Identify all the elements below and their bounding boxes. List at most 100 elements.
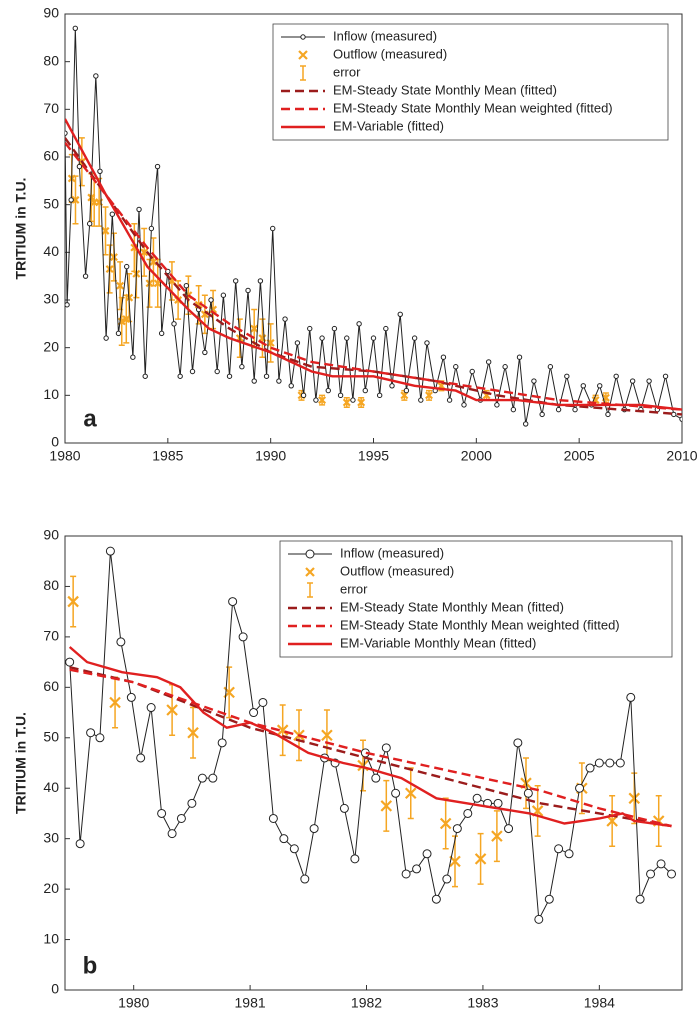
- outflow-marker: [109, 253, 118, 262]
- data-point: [401, 869, 411, 879]
- data-point: [105, 546, 115, 556]
- data-point: [585, 763, 595, 773]
- legend-label: error: [333, 64, 361, 79]
- data-point: [362, 387, 368, 394]
- y-tick-label: 60: [43, 148, 59, 164]
- data-point: [629, 378, 636, 384]
- data-point: [461, 402, 467, 408]
- data-point: [493, 798, 503, 808]
- data-point: [635, 894, 645, 904]
- series-line: [65, 141, 682, 411]
- x-tick-label: 1985: [152, 448, 183, 464]
- data-point: [300, 392, 307, 399]
- data-point: [667, 869, 677, 879]
- data-point: [350, 854, 360, 864]
- y-tick-label: 90: [43, 5, 59, 21]
- legend-swatch: [300, 34, 306, 40]
- data-point: [226, 373, 233, 379]
- x-tick-label: 1995: [358, 448, 389, 464]
- data-point: [76, 163, 83, 170]
- data-point: [115, 330, 122, 337]
- data-point: [93, 73, 99, 79]
- data-point: [453, 364, 459, 370]
- data-point: [391, 788, 401, 798]
- data-point: [177, 373, 183, 379]
- data-point: [370, 335, 377, 341]
- data-point: [319, 335, 325, 341]
- data-point: [424, 340, 430, 346]
- data-point: [282, 316, 288, 322]
- data-point: [288, 383, 294, 389]
- data-point: [313, 397, 319, 403]
- legend-label: Inflow (measured): [340, 545, 444, 560]
- data-point: [605, 758, 615, 768]
- y-tick-label: 50: [43, 728, 59, 744]
- data-point: [564, 849, 574, 859]
- legend-label: EM-Variable Monthly Mean (fitted): [340, 635, 536, 650]
- data-point: [412, 864, 422, 874]
- legend-label: EM-Variable (fitted): [333, 118, 444, 133]
- data-point: [217, 738, 227, 748]
- data-point: [383, 325, 389, 332]
- data-point: [615, 758, 625, 768]
- data-point: [239, 364, 245, 370]
- data-point: [208, 773, 218, 783]
- data-point: [270, 225, 276, 232]
- data-point: [154, 163, 161, 170]
- x-tick-label: 2010: [666, 448, 697, 464]
- data-point: [279, 834, 289, 844]
- data-point: [679, 416, 682, 422]
- data-point: [189, 368, 196, 375]
- legend-label: error: [340, 581, 368, 596]
- legend-label: Outflow (measured): [340, 563, 454, 578]
- series-line: [69, 668, 672, 828]
- data-point: [522, 421, 529, 427]
- data-point: [86, 728, 96, 738]
- y-tick-label: 20: [43, 338, 59, 354]
- data-point: [350, 397, 356, 403]
- legend-label: EM-Steady State Monthly Mean (fitted): [333, 82, 557, 97]
- y-tick-label: 30: [43, 291, 59, 307]
- data-point: [130, 354, 136, 360]
- y-tick-label: 50: [43, 195, 59, 211]
- data-point: [187, 798, 197, 808]
- data-point: [572, 406, 578, 413]
- data-point: [220, 292, 227, 298]
- data-point: [575, 783, 585, 793]
- data-point: [263, 373, 270, 379]
- data-point: [276, 378, 282, 384]
- data-point: [238, 632, 248, 642]
- legend-swatch: [307, 582, 313, 598]
- series-line: [65, 118, 682, 411]
- data-point: [86, 221, 93, 227]
- data-point: [142, 373, 148, 379]
- legend-box: [272, 23, 669, 141]
- data-point: [531, 378, 537, 384]
- x-tick-label: 2005: [564, 448, 595, 464]
- data-point: [389, 383, 395, 389]
- outflow-marker: [606, 815, 618, 827]
- data-point: [547, 364, 554, 370]
- data-point: [95, 733, 105, 743]
- y-tick-label: 20: [43, 880, 59, 896]
- y-tick-label: 70: [43, 100, 59, 116]
- data-point: [124, 263, 130, 270]
- data-point: [65, 130, 68, 136]
- data-point: [418, 397, 424, 403]
- data-point: [564, 373, 570, 379]
- data-point: [158, 330, 165, 337]
- legend-swatch: [305, 567, 315, 577]
- data-point: [171, 321, 177, 327]
- data-point: [339, 803, 349, 813]
- outflow-marker: [65, 168, 66, 175]
- data-point: [82, 273, 89, 279]
- data-point: [300, 874, 310, 884]
- legend-swatch: [298, 50, 308, 60]
- y-tick-label: 30: [43, 829, 59, 845]
- outflow-marker: [357, 398, 366, 407]
- data-point: [116, 637, 126, 647]
- outflow-marker: [109, 696, 121, 709]
- data-point: [431, 894, 441, 904]
- data-point: [463, 808, 473, 818]
